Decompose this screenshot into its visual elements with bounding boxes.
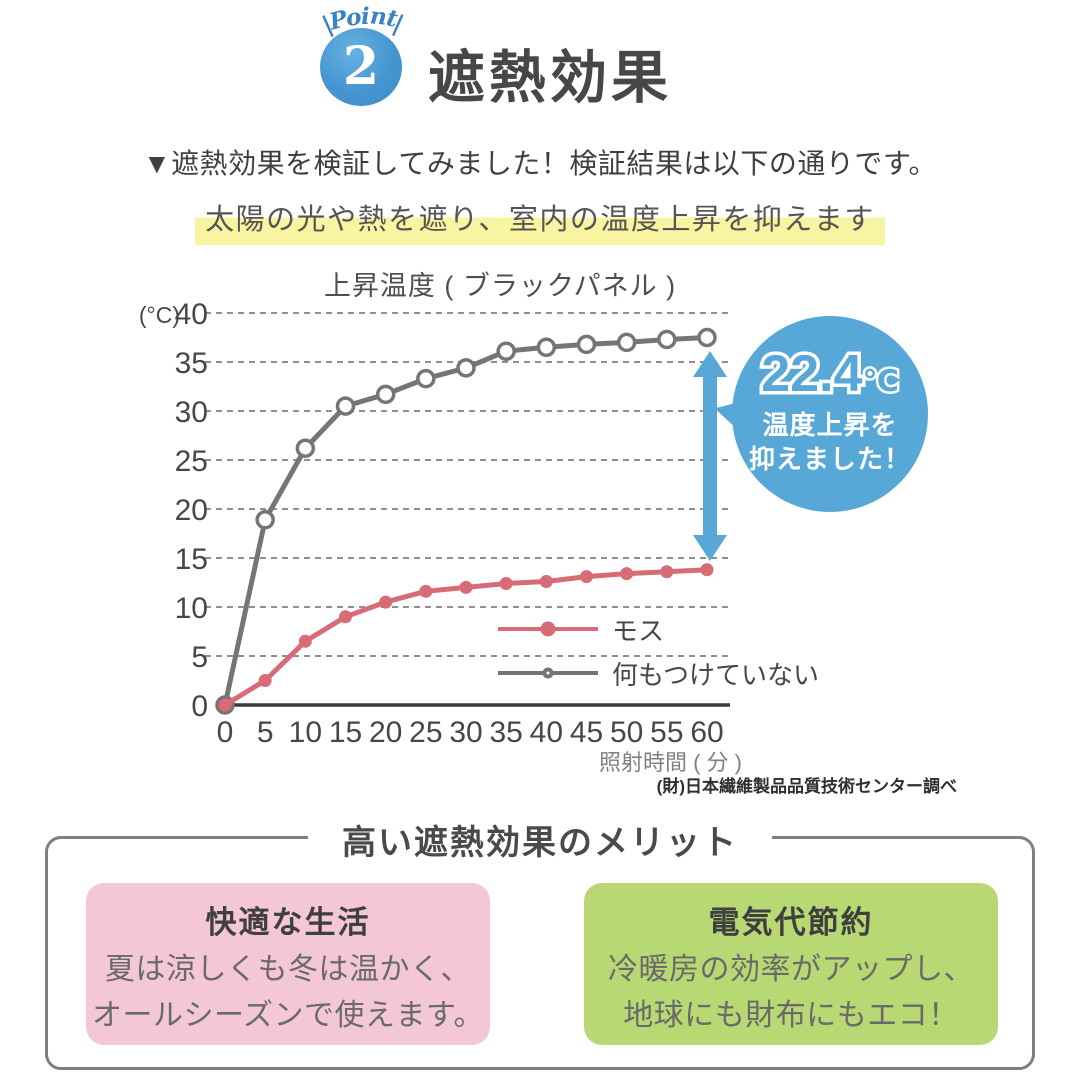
data-point-open (697, 327, 717, 348)
merit-card-title: 快適な生活 (205, 905, 371, 940)
highlight-text-wrap: 太陽の光や熱を遮り、室内の温度上昇を抑えます (0, 194, 1080, 245)
y-tick-label: 25 (175, 445, 208, 478)
x-tick-label: 10 (289, 716, 322, 749)
merit-card-text: オールシーズンで使えます。 (92, 998, 484, 1032)
data-point-filled (218, 698, 232, 712)
difference-arrow (693, 351, 727, 561)
page-title: 遮熱効果 (428, 46, 672, 110)
legend-label: モス (612, 615, 665, 646)
legend-marker (540, 621, 556, 637)
annotation-text-line2: 抑えました！ (748, 444, 911, 474)
legend-line-sample (498, 621, 598, 637)
annotation-bubble: 22.4℃ 温度上昇を 抑えました！ (732, 316, 928, 512)
merits-section-title: 高い遮熱効果のメリット (308, 815, 772, 864)
y-tick-label: 0 (191, 690, 208, 723)
data-point-open (375, 384, 396, 405)
data-point-open (616, 332, 637, 353)
legend-label: 何もつけていない (612, 659, 819, 690)
intro-text: ▼遮熱効果を検証してみました！検証結果は以下の通りです。 (142, 148, 938, 179)
merit-card-saving: 電気代節約 冷暖房の効率がアップし、 地球にも財布にもエコ！ (584, 883, 998, 1045)
point-number-badge: 2 (320, 28, 402, 106)
x-tick-label: 30 (449, 716, 482, 749)
x-tick-label: 50 (610, 716, 643, 749)
x-tick-label: 25 (409, 716, 442, 749)
point-number: 2 (342, 35, 380, 97)
merit-card-title: 電気代節約 (708, 905, 874, 940)
y-tick-label: 40 (175, 298, 208, 331)
x-tick-label: 20 (369, 716, 402, 749)
chart-legend: モス何もつけていない (498, 612, 819, 700)
data-point-filled (620, 567, 634, 581)
x-tick-label: 5 (257, 716, 274, 749)
y-axis-unit-label: (°C) (139, 302, 180, 328)
data-point-open (456, 358, 476, 378)
data-source-credit: (財)日本繊維製品品質技術センター調べ (656, 777, 957, 796)
data-point-open (416, 368, 436, 389)
merit-card-text: 冷暖房の効率がアップし、 (608, 953, 974, 986)
x-tick-label: 0 (217, 716, 234, 749)
data-point-filled (298, 634, 312, 648)
merit-card-text: 地球にも財布にもエコ！ (623, 998, 959, 1032)
chart-title: 上昇温度 ( ブラックパネル ) (323, 271, 677, 301)
data-point-filled (700, 563, 714, 577)
annotation-text-line1: 温度上昇を (762, 409, 898, 440)
data-point-open (335, 396, 356, 416)
y-tick-label: 20 (175, 494, 208, 527)
annotation-unit: ℃ (860, 364, 901, 399)
data-point-filled (499, 576, 513, 590)
data-point-filled (419, 584, 433, 598)
legend-item: モス (498, 612, 819, 646)
x-tick-label: 55 (650, 716, 683, 749)
annotation-number: 22.4 (758, 344, 866, 403)
data-point-open (496, 341, 516, 361)
merit-card-text: 夏は涼しくも冬は温かく、 (105, 953, 471, 986)
data-point-filled (459, 580, 473, 594)
merits-section: 高い遮熱効果のメリット 快適な生活 夏は涼しくも冬は温かく、 オールシーズンで使… (45, 815, 1035, 1070)
data-point-open (536, 337, 557, 358)
annotation-value: 22.4℃ (758, 344, 902, 403)
x-tick-label: 60 (690, 716, 723, 749)
data-point-open (657, 329, 677, 350)
merit-card-comfort: 快適な生活 夏は涼しくも冬は温かく、 オールシーズンで使えます。 (86, 883, 490, 1045)
x-tick-label: 35 (489, 716, 522, 749)
y-tick-label: 5 (191, 641, 208, 674)
highlighted-claim-text: 太陽の光や熱を遮り、室内の温度上昇を抑えます (195, 194, 885, 245)
legend-item: 何もつけていない (498, 656, 819, 690)
y-tick-label: 35 (175, 347, 208, 380)
y-tick-label: 10 (175, 592, 208, 625)
data-point-filled (258, 674, 272, 687)
data-point-filled (339, 610, 352, 624)
legend-marker (542, 667, 554, 679)
x-tick-label: 40 (530, 716, 563, 749)
x-tick-label: 15 (329, 716, 362, 749)
data-point-filled (379, 595, 393, 609)
data-point-open (255, 510, 275, 530)
y-tick-label: 30 (175, 396, 208, 429)
y-tick-label: 15 (175, 543, 208, 576)
x-axis-label: 照射時間 ( 分 ) (599, 750, 742, 775)
data-point-filled (539, 575, 553, 589)
x-tick-label: 45 (570, 716, 603, 749)
data-point-filled (580, 570, 593, 584)
legend-line-sample (498, 667, 598, 679)
data-point-filled (660, 565, 674, 579)
data-point-open (576, 334, 597, 355)
data-point-open (295, 438, 316, 458)
